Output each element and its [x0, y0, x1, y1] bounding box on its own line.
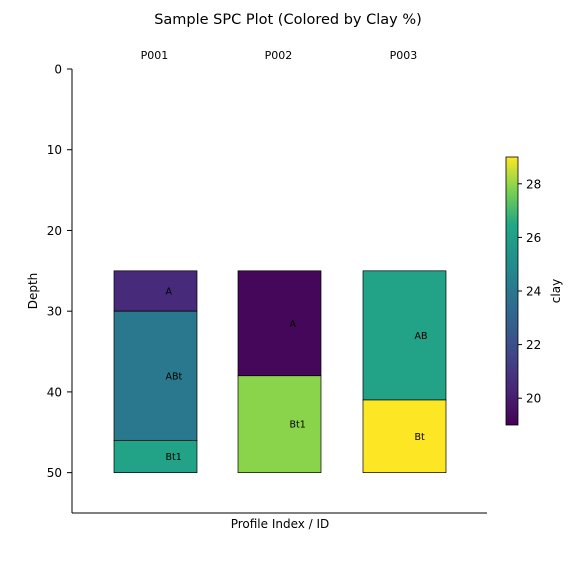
colorbar-tick-label: 28	[526, 177, 541, 191]
y-tick-label: 20	[47, 224, 62, 238]
colorbar-tick-label: 24	[526, 285, 541, 299]
colorbar-label: clay	[549, 279, 563, 303]
horizon-bars	[113, 270, 447, 473]
y-tick-label: 50	[47, 466, 62, 480]
horizon-label: A	[290, 319, 297, 330]
horizon-bar	[362, 399, 447, 473]
y-tick-label: 40	[47, 385, 62, 399]
x-axis-label: Profile Index / ID	[231, 517, 330, 531]
horizon-bar	[237, 270, 322, 377]
chart-title: Sample SPC Plot (Colored by Clay %)	[154, 12, 422, 28]
horizon-bar	[113, 270, 198, 312]
profile-id-label: P003	[390, 49, 418, 62]
horizon-label: ABt	[166, 371, 183, 382]
colorbar-ticks: 20 22 24 26 28	[518, 177, 541, 406]
y-tick-label: 0	[54, 63, 62, 77]
colorbar-gradient	[505, 156, 519, 426]
horizon-bar	[362, 270, 447, 401]
horizon-label: A	[166, 287, 173, 298]
horizon-label: Bt	[415, 432, 426, 443]
horizon-label: Bt1	[290, 420, 306, 431]
profile-id-label: P001	[141, 49, 169, 62]
horizon-bar	[237, 375, 322, 473]
profile-labels: P001 P002 P003	[141, 49, 418, 62]
horizon-labels: A ABt Bt1 A Bt1 AB Bt	[166, 287, 428, 463]
horizon-bar	[113, 439, 198, 473]
colorbar-tick-label: 20	[526, 392, 541, 406]
horizon-label: AB	[415, 331, 428, 342]
y-axis-ticks: 0 10 20 30 40 50	[47, 63, 72, 480]
horizon-label: Bt1	[166, 452, 182, 463]
y-tick-label: 10	[47, 143, 62, 157]
profile-id-label: P002	[265, 49, 293, 62]
horizon-bar	[113, 310, 198, 441]
colorbar-tick-label: 26	[526, 231, 541, 245]
colorbar: 20 22 24 26 28 clay	[505, 156, 563, 426]
colorbar-tick-label: 22	[526, 338, 541, 352]
y-tick-label: 30	[47, 305, 62, 319]
y-axis-label: Depth	[26, 273, 40, 310]
